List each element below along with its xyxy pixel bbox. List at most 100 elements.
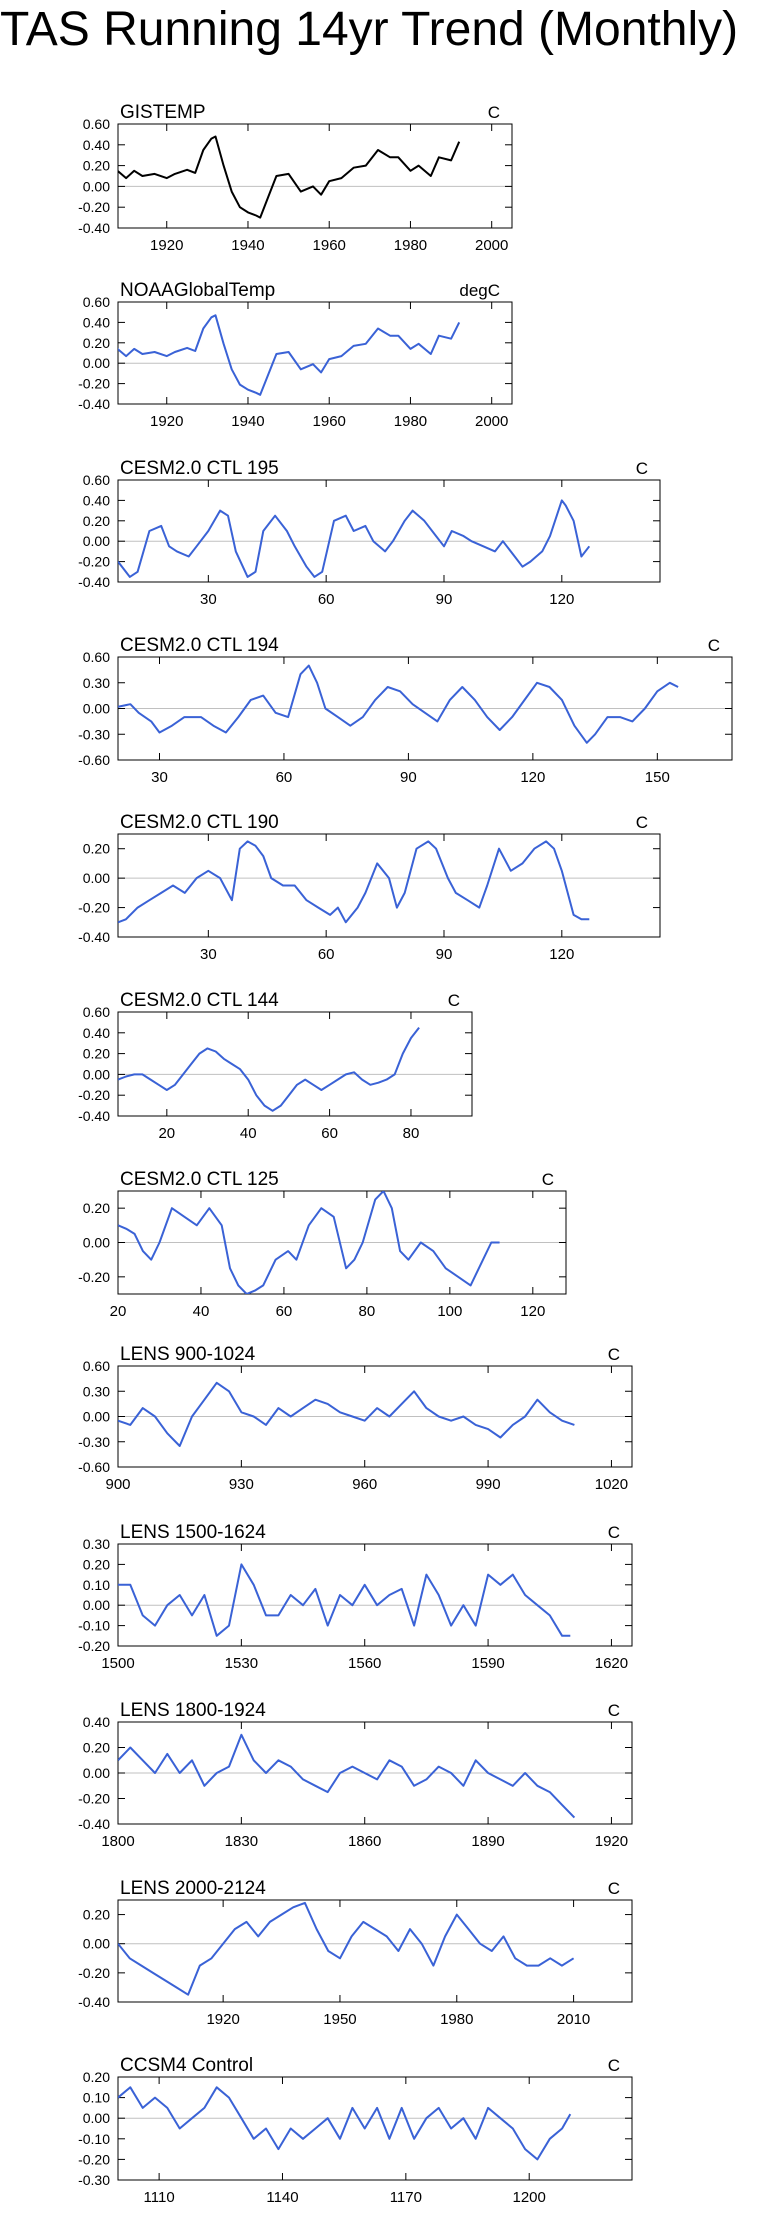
y-tick-label: -0.20 bbox=[78, 1791, 110, 1807]
x-tick-label: 1960 bbox=[313, 237, 346, 254]
page-title: TAS Running 14yr Trend (Monthly) bbox=[0, 3, 739, 56]
x-tick-label: 1200 bbox=[513, 2189, 546, 2206]
chart-panel: -0.20 0.00 0.20 20 40 60 80 100 120 CESM2.0 CTL 1… bbox=[78, 1169, 567, 1320]
series-line bbox=[118, 840, 590, 924]
y-tick-label: 0.20 bbox=[83, 513, 110, 529]
y-tick-label: 0.40 bbox=[83, 492, 110, 508]
panel-title: CESM2.0 CTL 144 bbox=[120, 990, 279, 1011]
series-line bbox=[118, 2086, 572, 2161]
plot-frame bbox=[117, 1899, 633, 2003]
plot-frame bbox=[117, 1543, 633, 1647]
y-tick-label: 0.20 bbox=[83, 841, 110, 857]
x-tick-label: 1920 bbox=[150, 237, 183, 254]
y-tick-label: -0.30 bbox=[78, 726, 110, 742]
y-tick-label: -0.30 bbox=[78, 1434, 110, 1450]
y-tick-label: -0.20 bbox=[78, 900, 110, 916]
x-tick-label: 90 bbox=[436, 591, 453, 608]
y-tick-label: 0.00 bbox=[83, 870, 110, 886]
x-tick-label: 2000 bbox=[475, 413, 508, 430]
y-tick-label: 0.40 bbox=[83, 1714, 110, 1730]
x-tick-label: 1560 bbox=[348, 1655, 381, 1672]
x-tick-label: 60 bbox=[321, 1125, 338, 1142]
chart-panel: -0.40 -0.20 0.00 0.20 1920 1950 1980 2010 LENS 2… bbox=[78, 1878, 633, 2028]
y-tick-label: 0.60 bbox=[83, 1004, 110, 1020]
series-line bbox=[118, 499, 591, 578]
y-tick-label: 0.00 bbox=[83, 1765, 110, 1781]
y-tick-label: 0.00 bbox=[83, 178, 110, 194]
y-tick-label: 0.20 bbox=[83, 1907, 110, 1923]
y-tick-label: -0.20 bbox=[78, 1087, 110, 1103]
x-tick-label: 1980 bbox=[394, 413, 427, 430]
x-tick-label: 1530 bbox=[225, 1655, 258, 1672]
y-tick-label: -0.60 bbox=[78, 752, 110, 768]
x-tick-label: 20 bbox=[158, 1125, 175, 1142]
y-tick-label: 0.40 bbox=[83, 137, 110, 153]
y-tick-label: -0.20 bbox=[78, 376, 110, 392]
plot-frame bbox=[117, 1011, 473, 1117]
chart-panel: -0.30 -0.20 -0.10 0.00 0.10 0.20 1110 1140 1170 1… bbox=[78, 2055, 633, 2206]
x-tick-label: 1590 bbox=[471, 1655, 504, 1672]
panel-title: LENS 2000-2124 bbox=[120, 1878, 266, 1899]
y-tick-label: -0.20 bbox=[78, 2151, 110, 2167]
x-tick-label: 80 bbox=[403, 1125, 420, 1142]
units-label: C bbox=[608, 1523, 620, 1542]
y-tick-label: 0.60 bbox=[83, 294, 110, 310]
y-tick-label: 0.60 bbox=[83, 1358, 110, 1374]
x-tick-label: 1940 bbox=[231, 237, 264, 254]
y-tick-label: 0.00 bbox=[83, 1409, 110, 1425]
units-label: C bbox=[542, 1170, 554, 1189]
x-tick-label: 1020 bbox=[595, 1476, 628, 1493]
y-tick-label: 0.00 bbox=[83, 1235, 110, 1251]
chart-panel: -0.40 -0.20 0.00 0.20 30 60 90 120 CESM2.0 CTL 1… bbox=[78, 812, 661, 963]
y-tick-label: 0.40 bbox=[83, 314, 110, 330]
x-tick-label: 1980 bbox=[394, 237, 427, 254]
panel-title: CESM2.0 CTL 195 bbox=[120, 458, 279, 479]
units-label: C bbox=[608, 1345, 620, 1364]
chart-panel: -0.40 -0.20 0.00 0.20 0.40 0.60 30 60 90 120 CESM2… bbox=[78, 458, 661, 608]
series-line bbox=[118, 1191, 500, 1294]
panel-title: CESM2.0 CTL 194 bbox=[120, 635, 279, 656]
y-tick-label: 0.30 bbox=[83, 1536, 110, 1552]
plot-frame bbox=[117, 2076, 633, 2181]
y-tick-label: -0.20 bbox=[78, 554, 110, 570]
plot-frame bbox=[117, 301, 513, 405]
x-tick-label: 960 bbox=[352, 1476, 377, 1493]
y-tick-label: -0.10 bbox=[78, 1618, 110, 1634]
units-label: degC bbox=[459, 281, 500, 300]
y-tick-label: 0.00 bbox=[83, 2110, 110, 2126]
x-tick-label: 1860 bbox=[348, 1833, 381, 1850]
panel-title: LENS 1800-1924 bbox=[120, 1700, 266, 1721]
y-tick-label: 0.60 bbox=[83, 116, 110, 132]
series-line bbox=[118, 1563, 571, 1637]
y-tick-label: -0.40 bbox=[78, 220, 110, 236]
chart-panel: -0.40 -0.20 0.00 0.20 0.40 0.60 1920 1940 1960 19… bbox=[78, 102, 513, 254]
x-tick-label: 1110 bbox=[144, 2189, 175, 2206]
y-tick-label: -0.40 bbox=[78, 1994, 110, 2010]
y-tick-label: 0.10 bbox=[83, 2090, 110, 2106]
y-tick-label: 0.40 bbox=[83, 1025, 110, 1041]
plot-frame bbox=[117, 833, 661, 938]
y-tick-label: 0.00 bbox=[83, 355, 110, 371]
x-tick-label: 30 bbox=[200, 591, 217, 608]
units-label: C bbox=[636, 459, 648, 478]
x-tick-label: 40 bbox=[240, 1125, 257, 1142]
x-tick-label: 20 bbox=[110, 1303, 127, 1320]
x-tick-label: 120 bbox=[520, 769, 545, 786]
y-tick-label: -0.30 bbox=[78, 2172, 110, 2188]
y-tick-label: -0.20 bbox=[78, 1965, 110, 1981]
y-tick-label: -0.60 bbox=[78, 1459, 110, 1475]
units-label: C bbox=[708, 636, 720, 655]
y-tick-label: 0.00 bbox=[83, 701, 110, 717]
chart-panel: -0.40 -0.20 0.00 0.20 0.40 0.60 1920 1940 1960 19… bbox=[78, 280, 513, 430]
y-tick-label: 0.60 bbox=[83, 472, 110, 488]
y-tick-label: 0.00 bbox=[83, 1066, 110, 1082]
x-tick-label: 1800 bbox=[101, 1833, 134, 1850]
x-tick-label: 30 bbox=[200, 946, 217, 963]
y-tick-label: -0.40 bbox=[78, 396, 110, 412]
series-line bbox=[118, 1733, 576, 1819]
chart-panel: -0.20 -0.10 0.00 0.10 0.20 0.30 1500 1530 1560 15… bbox=[78, 1522, 633, 1672]
panel-title: NOAAGlobalTemp bbox=[120, 280, 275, 301]
y-tick-label: -0.10 bbox=[78, 2131, 110, 2147]
series-line bbox=[118, 1381, 575, 1447]
x-tick-label: 1980 bbox=[440, 2011, 473, 2028]
